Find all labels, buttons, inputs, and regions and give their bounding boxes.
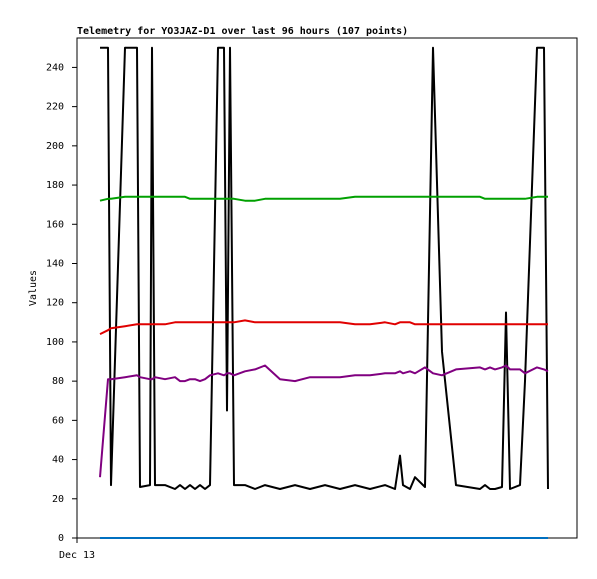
- y-tick-label: 40: [52, 455, 64, 466]
- y-tick-label: 80: [52, 376, 64, 387]
- y-tick-label: 140: [46, 258, 64, 269]
- x-tick-label: Dec 13: [59, 550, 95, 561]
- data-line: [99, 364, 549, 478]
- y-tick-label: 180: [46, 180, 64, 191]
- y-tick-label: 0: [58, 533, 64, 544]
- chart-title: Telemetry for YO3JAZ-D1 over last 96 hou…: [77, 25, 408, 37]
- y-tick-label: 220: [46, 102, 64, 113]
- data-line: [100, 46, 549, 490]
- y-tick-label: 100: [46, 337, 64, 348]
- y-tick-label: 200: [46, 141, 64, 152]
- plot-area: [76, 37, 578, 539]
- data-line: [99, 319, 548, 335]
- data-line: [99, 195, 548, 202]
- y-tick-label: 240: [46, 62, 64, 73]
- y-axis-label: Values: [28, 270, 39, 306]
- y-tick-label: 120: [46, 298, 64, 309]
- y-tick-label: 160: [46, 219, 64, 230]
- y-tick-label: 20: [52, 494, 64, 505]
- y-tick-label: 60: [52, 415, 64, 426]
